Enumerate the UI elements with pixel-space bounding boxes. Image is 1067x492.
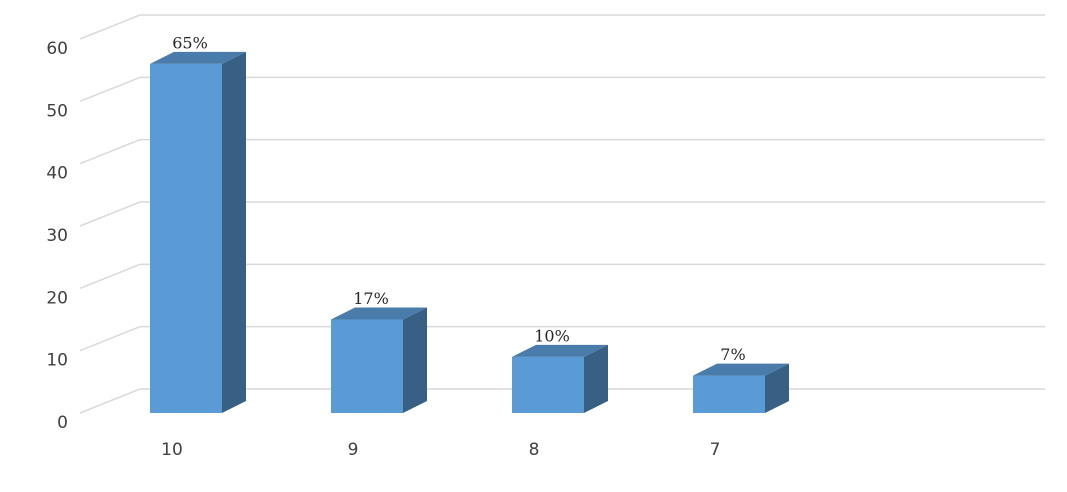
bar-side: [222, 51, 246, 413]
bar-side: [584, 344, 608, 413]
grid-line-side: [79, 14, 141, 40]
grid-line-side: [79, 263, 141, 290]
bar-front: [331, 319, 403, 413]
y-tick-label: 40: [46, 164, 68, 184]
bar-side: [765, 363, 789, 413]
x-tick-label: 9: [348, 440, 359, 460]
bar-top: [331, 307, 427, 320]
data-label: 7%: [720, 345, 745, 364]
x-tick-label: 8: [529, 440, 540, 460]
x-tick-label: 7: [710, 440, 721, 460]
y-tick-label: 20: [46, 288, 68, 308]
bar-front: [150, 63, 222, 413]
bar-front: [512, 356, 584, 413]
data-label: 17%: [353, 289, 389, 308]
grid-line-side: [79, 388, 141, 414]
bar-front: [693, 375, 765, 413]
y-tick-label: 50: [46, 101, 68, 121]
bar-top: [512, 344, 608, 357]
bar-top: [693, 363, 789, 376]
data-label: 10%: [534, 326, 570, 345]
y-tick-label: 10: [46, 351, 68, 371]
x-tick-label: 10: [161, 440, 183, 460]
grid-line-side: [79, 325, 141, 352]
y-tick-label: 30: [46, 226, 68, 246]
grid-line-side: [79, 201, 141, 227]
y-tick-label: 60: [46, 39, 68, 59]
y-tick-label: 0: [57, 413, 68, 433]
data-label: 65%: [172, 33, 208, 52]
bar-top: [150, 51, 246, 64]
bar-side: [403, 307, 427, 413]
grid-line-side: [79, 138, 141, 165]
grid-line-side: [79, 76, 141, 103]
